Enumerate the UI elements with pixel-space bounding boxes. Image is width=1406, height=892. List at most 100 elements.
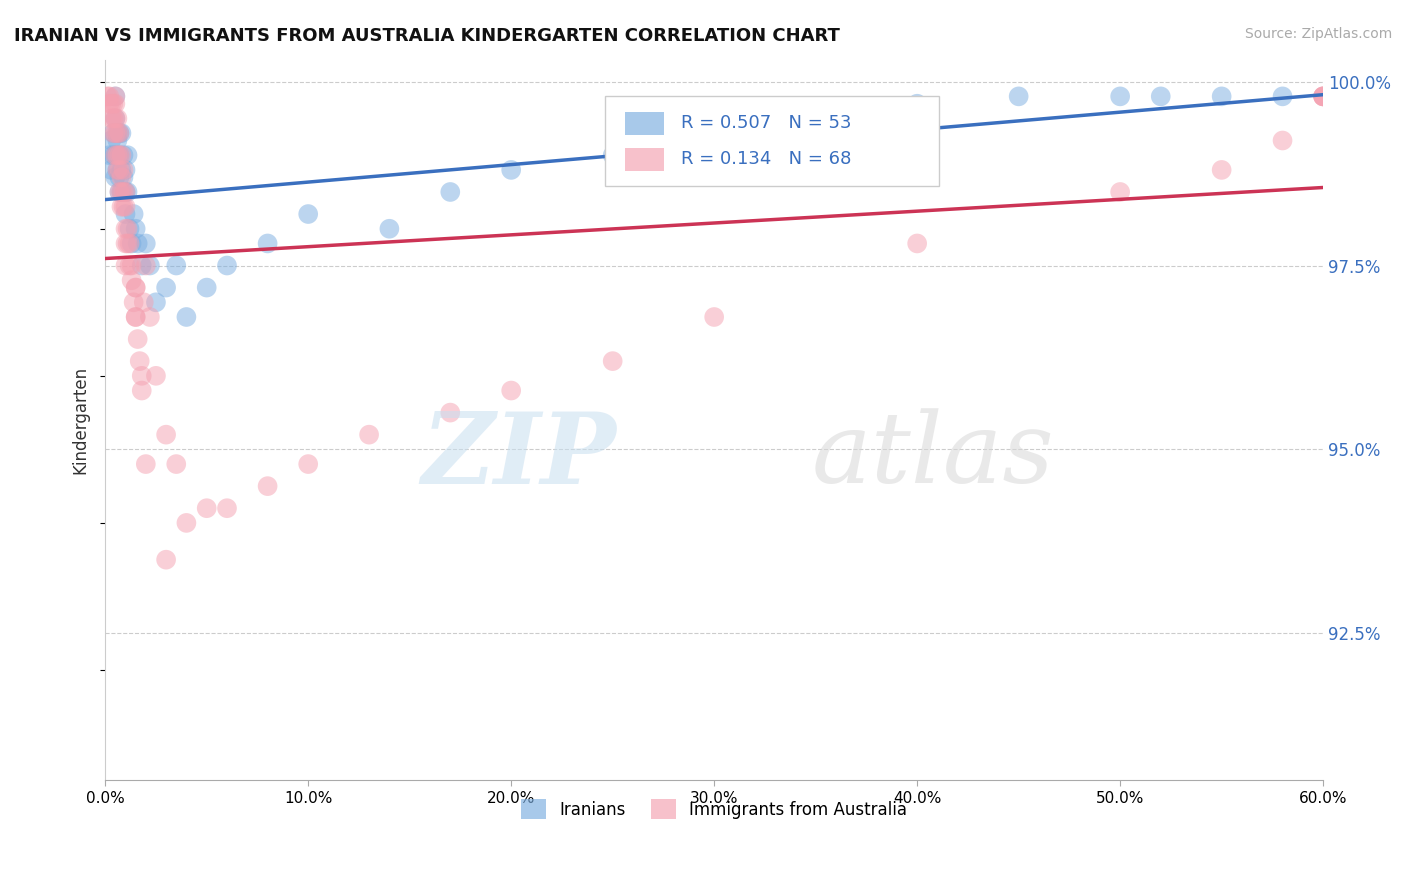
- Point: [195, 501, 218, 516]
- Point: [1271, 89, 1294, 103]
- Text: R = 0.134   N = 68: R = 0.134 N = 68: [682, 150, 852, 168]
- Text: ZIP: ZIP: [422, 408, 617, 504]
- Point: [110, 185, 132, 199]
- Point: [703, 310, 725, 324]
- Point: [905, 236, 928, 251]
- Point: [256, 236, 278, 251]
- Point: [117, 236, 139, 251]
- Point: [110, 148, 132, 162]
- Point: [104, 170, 127, 185]
- Point: [108, 148, 131, 162]
- Point: [105, 134, 128, 148]
- Point: [98, 148, 121, 162]
- Point: [1312, 89, 1334, 103]
- Point: [105, 112, 128, 126]
- Point: [105, 126, 128, 140]
- Point: [112, 170, 135, 185]
- Text: atlas: atlas: [811, 409, 1054, 504]
- Point: [439, 406, 461, 420]
- Point: [103, 126, 125, 140]
- Point: [96, 89, 118, 103]
- Point: [135, 259, 157, 273]
- Point: [297, 457, 319, 471]
- Point: [131, 368, 153, 383]
- Point: [135, 236, 157, 251]
- Point: [1271, 134, 1294, 148]
- Point: [98, 89, 121, 103]
- Point: [215, 259, 238, 273]
- Point: [1211, 89, 1233, 103]
- Point: [117, 221, 139, 235]
- Legend: Iranians, Immigrants from Australia: Iranians, Immigrants from Australia: [515, 792, 914, 826]
- Point: [297, 207, 319, 221]
- Point: [439, 185, 461, 199]
- Point: [100, 162, 122, 177]
- Point: [1109, 89, 1132, 103]
- Point: [124, 310, 146, 324]
- Point: [121, 259, 143, 273]
- Point: [108, 148, 131, 162]
- Point: [112, 162, 135, 177]
- Point: [108, 162, 131, 177]
- Bar: [626, 112, 664, 136]
- Point: [155, 280, 177, 294]
- Point: [105, 148, 128, 162]
- Point: [122, 295, 145, 310]
- Point: [104, 96, 127, 111]
- Point: [114, 221, 136, 235]
- Point: [176, 310, 198, 324]
- Point: [602, 354, 624, 368]
- Point: [105, 162, 128, 177]
- Point: [105, 162, 128, 177]
- Point: [145, 295, 167, 310]
- Point: [108, 185, 131, 199]
- Point: [127, 236, 149, 251]
- Point: [112, 185, 135, 199]
- Point: [114, 200, 136, 214]
- Point: [114, 185, 136, 199]
- Point: [118, 221, 141, 235]
- Point: [100, 112, 122, 126]
- Point: [165, 457, 187, 471]
- Point: [110, 162, 132, 177]
- Point: [256, 479, 278, 493]
- Point: [602, 148, 624, 162]
- Point: [100, 96, 122, 111]
- Point: [117, 148, 139, 162]
- Point: [114, 185, 136, 199]
- Point: [103, 126, 125, 140]
- Point: [1312, 89, 1334, 103]
- Point: [112, 148, 135, 162]
- Point: [1109, 185, 1132, 199]
- Point: [104, 148, 127, 162]
- Point: [124, 221, 146, 235]
- Point: [122, 207, 145, 221]
- Point: [128, 354, 150, 368]
- Point: [100, 134, 122, 148]
- Point: [108, 126, 131, 140]
- Point: [139, 259, 162, 273]
- Point: [176, 516, 198, 530]
- Point: [121, 236, 143, 251]
- Point: [195, 280, 218, 294]
- Point: [114, 236, 136, 251]
- Point: [118, 259, 141, 273]
- Point: [110, 126, 132, 140]
- Y-axis label: Kindergarten: Kindergarten: [72, 366, 89, 474]
- Point: [103, 112, 125, 126]
- Text: R = 0.507   N = 53: R = 0.507 N = 53: [682, 114, 852, 132]
- Point: [110, 185, 132, 199]
- Point: [131, 259, 153, 273]
- Point: [1211, 162, 1233, 177]
- Point: [127, 332, 149, 346]
- Text: IRANIAN VS IMMIGRANTS FROM AUSTRALIA KINDERGARTEN CORRELATION CHART: IRANIAN VS IMMIGRANTS FROM AUSTRALIA KIN…: [14, 27, 839, 45]
- Bar: [626, 148, 664, 171]
- Point: [104, 112, 127, 126]
- Point: [145, 368, 167, 383]
- Point: [108, 126, 131, 140]
- Point: [215, 501, 238, 516]
- Point: [139, 310, 162, 324]
- Point: [1150, 89, 1173, 103]
- Point: [703, 134, 725, 148]
- FancyBboxPatch shape: [605, 95, 939, 186]
